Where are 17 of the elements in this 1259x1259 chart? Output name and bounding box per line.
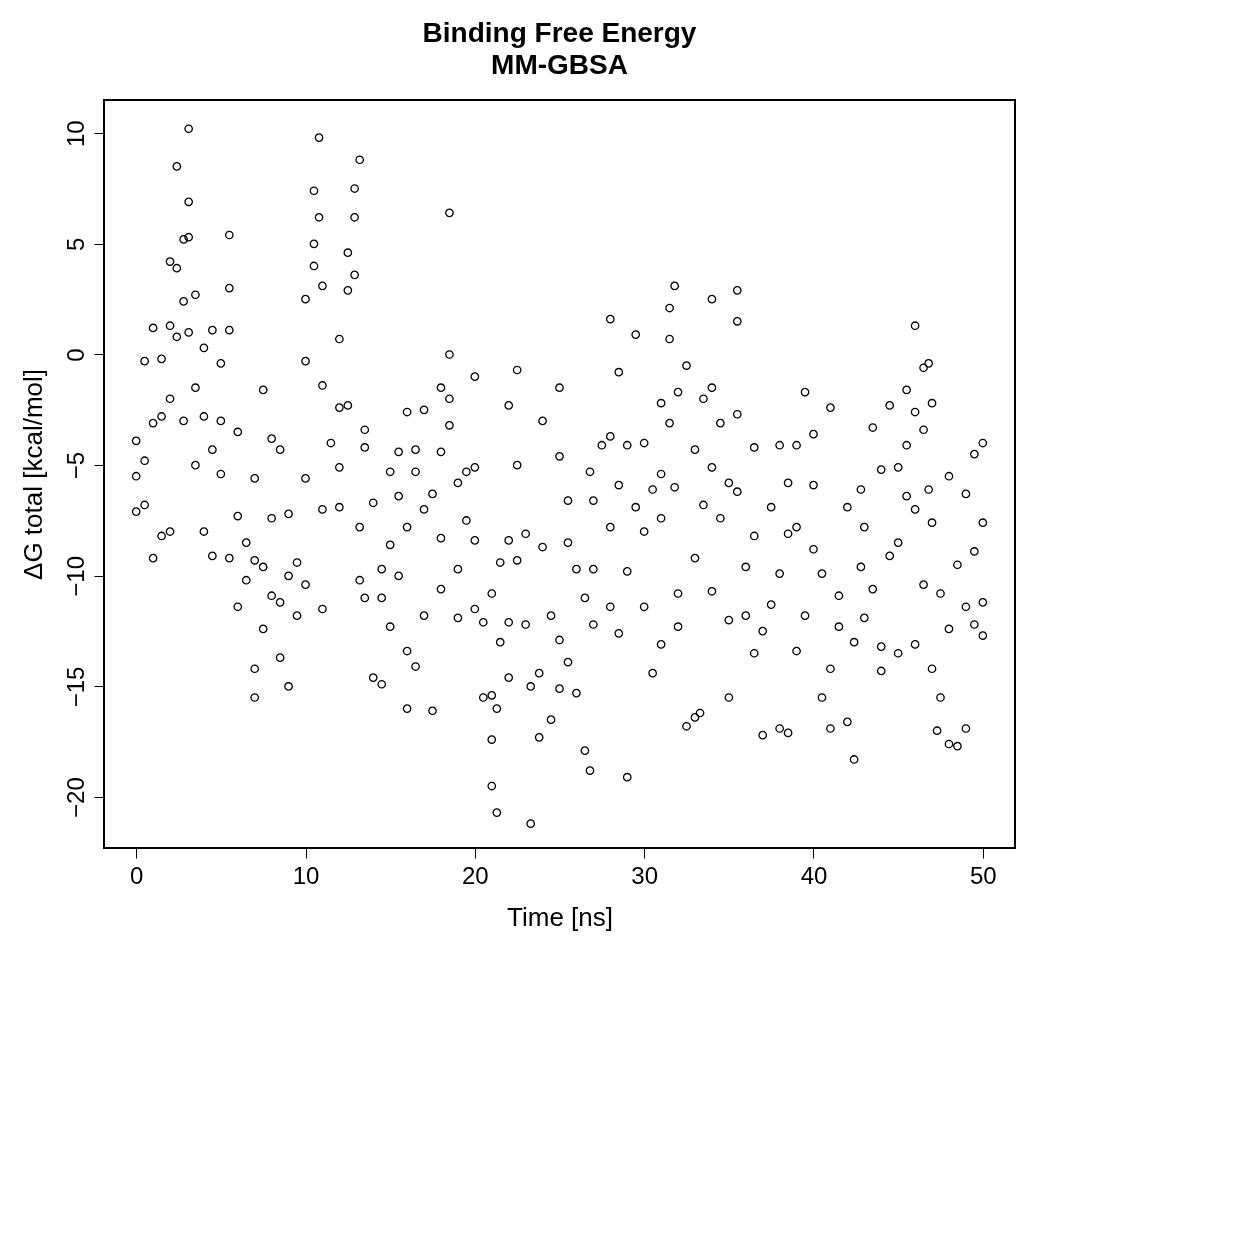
x-tick-label: 50 xyxy=(969,861,997,889)
y-tick-label: −20 xyxy=(61,777,89,818)
y-tick-label: −15 xyxy=(61,666,89,708)
y-tick-label: 10 xyxy=(61,120,89,148)
chart-title: Binding Free Energy xyxy=(422,17,697,48)
x-tick-label: 40 xyxy=(800,861,828,889)
chart-subtitle: MM-GBSA xyxy=(491,49,628,80)
y-tick-label: 5 xyxy=(61,237,89,252)
x-tick-label: 0 xyxy=(129,861,144,889)
x-tick-label: 20 xyxy=(461,861,489,889)
x-tick-label: 30 xyxy=(631,861,659,889)
y-tick-label: 0 xyxy=(61,348,89,362)
y-tick-label: −10 xyxy=(61,555,89,597)
y-axis-title: ΔG total [kcal/mol] xyxy=(17,369,48,580)
y-tick-label: −5 xyxy=(61,451,89,480)
x-axis-title: Time [ns] xyxy=(507,901,613,932)
x-tick-label: 10 xyxy=(292,861,320,889)
